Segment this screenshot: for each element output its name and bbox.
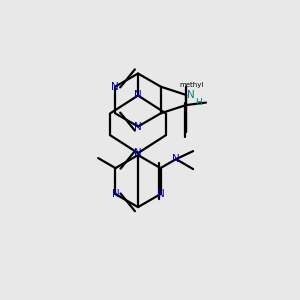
Text: N: N — [111, 82, 119, 92]
Text: N: N — [134, 148, 142, 158]
Text: N: N — [134, 91, 142, 100]
Text: N: N — [134, 122, 142, 131]
Text: N: N — [157, 189, 164, 199]
Text: methyl: methyl — [179, 82, 203, 88]
Text: N: N — [172, 154, 180, 164]
Text: H: H — [195, 98, 202, 107]
Text: N: N — [187, 90, 195, 100]
Text: N: N — [112, 189, 119, 199]
